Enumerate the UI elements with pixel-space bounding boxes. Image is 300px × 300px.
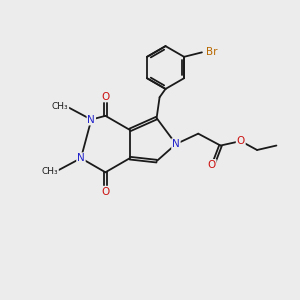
Text: O: O [208,160,216,170]
Text: CH₃: CH₃ [41,167,58,176]
Text: CH₃: CH₃ [52,102,68,111]
Text: N: N [77,153,85,163]
Text: N: N [87,115,95,124]
Text: O: O [237,136,245,146]
Text: Br: Br [206,47,218,57]
Text: N: N [172,139,180,149]
Text: O: O [101,92,110,101]
Text: O: O [101,187,110,196]
